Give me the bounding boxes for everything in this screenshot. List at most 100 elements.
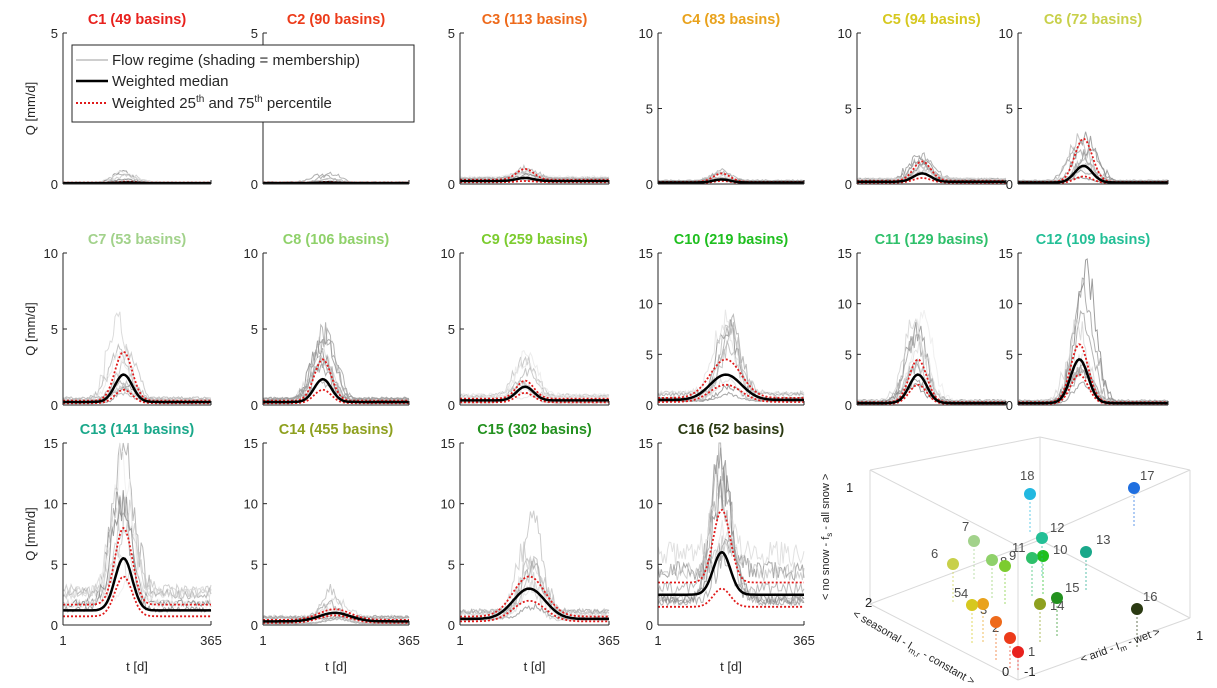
inset-point-1 xyxy=(1012,646,1024,658)
y-tick-label: 5 xyxy=(251,322,258,337)
panel-title: C15 (302 basins) xyxy=(477,422,592,438)
panel-title: C10 (219 basins) xyxy=(674,232,789,248)
y-tick-label: 15 xyxy=(441,436,455,451)
panel-8: 0 5 10 C8 (106 basins) xyxy=(244,232,410,413)
x-tick-label: 1 xyxy=(259,633,266,648)
inset-point-11 xyxy=(1026,552,1038,564)
panel-title: C7 (53 basins) xyxy=(88,232,186,248)
inset-point-label: 10 xyxy=(1053,542,1067,557)
panel-6: 0 5 10 C6 (72 basins) xyxy=(999,12,1169,192)
y-tick-label: 0 xyxy=(448,398,455,413)
y-tick-label: 0 xyxy=(51,398,58,413)
y-tick-label: 0 xyxy=(1006,177,1013,192)
inset-point-label: 18 xyxy=(1020,468,1034,483)
y-tick-label: 10 xyxy=(244,246,258,261)
x-tick-label: 365 xyxy=(793,633,815,648)
regime-line xyxy=(459,164,610,180)
inset-point-label: 16 xyxy=(1143,589,1157,604)
regime-line xyxy=(657,466,805,605)
inset-point-2 xyxy=(1004,632,1016,644)
y-tick-label: 10 xyxy=(838,297,852,312)
p75-line xyxy=(263,608,409,621)
y-tick-label: 15 xyxy=(999,246,1013,261)
legend-label-regime: Flow regime (shading = membership) xyxy=(112,52,360,69)
median-line xyxy=(460,176,609,183)
panel-title: C5 (94 basins) xyxy=(882,12,980,28)
median-line xyxy=(658,373,804,402)
legend-box xyxy=(71,44,415,123)
regime-line xyxy=(262,614,410,620)
panel-5: 0 5 10 C5 (94 basins) xyxy=(838,12,1007,192)
y-tick-label: 0 xyxy=(646,398,653,413)
panel-16: 0 5 10 15 C16 (52 basins) 1 365 t [d] xyxy=(639,422,815,674)
inset-frame-line xyxy=(869,469,1019,547)
inset-frame-line xyxy=(869,436,1041,471)
panel-3: 0 5 C3 (113 basins) xyxy=(448,12,610,192)
y-tick-label: 5 xyxy=(646,347,653,362)
inset-point-16 xyxy=(1131,603,1143,615)
regime-line xyxy=(856,317,1007,403)
median-line xyxy=(1018,164,1168,184)
inset-point-label: 15 xyxy=(1065,580,1079,595)
panel-title: C1 (49 basins) xyxy=(88,12,186,28)
y-tick-label: 0 xyxy=(646,618,653,633)
inset-x-label-a: < arid - I xyxy=(1079,641,1121,666)
y-tick-label: 10 xyxy=(838,26,852,41)
p25-line xyxy=(460,392,609,404)
inset-point-14 xyxy=(1034,598,1046,610)
y-tick-label: 10 xyxy=(999,297,1013,312)
panel-11: 0 5 10 15 C11 (129 basins) xyxy=(838,232,1007,413)
y-tick-label: 0 xyxy=(448,177,455,192)
inset-x-label: < arid - Im - wet > xyxy=(1079,626,1162,668)
panel-7: 0 5 10 C7 (53 basins) Q [mm/d] xyxy=(23,232,212,413)
y-axis-label: Q [mm/d] xyxy=(23,82,38,135)
legend: Flow regime (shading = membership) Weigh… xyxy=(71,44,415,123)
panel-title: C14 (455 basins) xyxy=(279,422,394,438)
y-tick-label: 15 xyxy=(44,436,58,451)
median-line xyxy=(263,611,409,623)
y-tick-label: 15 xyxy=(838,246,852,261)
x-axis-label: t [d] xyxy=(524,659,546,674)
regime-line xyxy=(62,311,212,404)
panel-1: 0 5 C1 (49 basins) Q [mm/d] xyxy=(23,12,212,192)
y-tick-label: 15 xyxy=(244,436,258,451)
p75-line xyxy=(658,358,804,399)
inset-frame xyxy=(869,436,1191,681)
inset-points: 123456789101112131415161718 xyxy=(931,468,1157,670)
inset-point-label: 9 xyxy=(1009,548,1016,563)
regime-line xyxy=(262,340,410,402)
y-tick-label: 10 xyxy=(44,246,58,261)
y-tick-label: 5 xyxy=(448,322,455,337)
y-tick-label: 15 xyxy=(639,436,653,451)
p25-line xyxy=(460,599,609,623)
inset-point-13 xyxy=(1080,546,1092,558)
regime-line xyxy=(459,558,610,615)
inset-point-4 xyxy=(977,598,989,610)
y-tick-label: 0 xyxy=(448,618,455,633)
inset-point-7 xyxy=(968,535,980,547)
y-axis-label: Q [mm/d] xyxy=(23,507,38,560)
x-tick-label: 365 xyxy=(398,633,420,648)
regime-line xyxy=(1017,318,1169,403)
p75-line xyxy=(658,508,804,584)
x-tick-label: 365 xyxy=(200,633,222,648)
inset-y-label-b: - constant > xyxy=(918,647,977,688)
regime-line xyxy=(62,442,212,610)
x-tick-label: 1 xyxy=(456,633,463,648)
inset-point-12 xyxy=(1036,532,1048,544)
inset-tick-x-left: -1 xyxy=(1024,664,1036,679)
median-line xyxy=(460,385,609,402)
inset-z-label-a: < no snow - f xyxy=(820,536,832,600)
inset-z-sub: s xyxy=(825,533,834,537)
inset-point-label: 13 xyxy=(1096,532,1110,547)
inset-point-label: 12 xyxy=(1050,520,1064,535)
y-tick-label: 10 xyxy=(639,26,653,41)
inset-point-label: 4 xyxy=(961,586,968,601)
p25-line xyxy=(63,575,211,618)
regime-line xyxy=(459,350,610,398)
p25-line xyxy=(658,587,804,608)
y-tick-label: 0 xyxy=(51,618,58,633)
y-tick-label: 5 xyxy=(448,26,455,41)
regime-line xyxy=(1017,146,1169,182)
